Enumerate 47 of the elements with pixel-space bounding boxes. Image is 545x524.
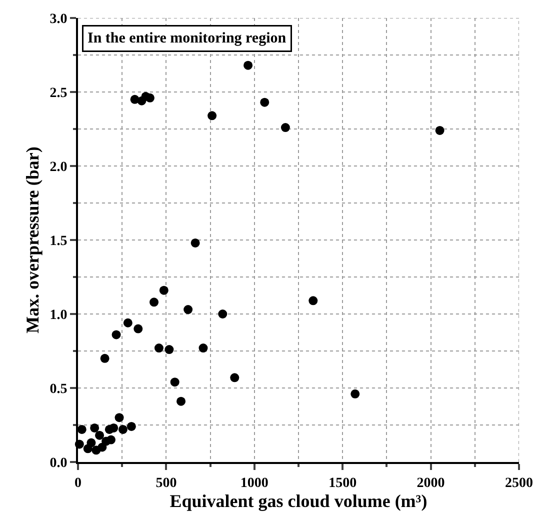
point (244, 60, 253, 70)
y-tick-label: 0.5 (50, 382, 68, 397)
point (112, 330, 121, 340)
point (230, 373, 240, 382)
point (134, 324, 143, 334)
y-tick-label: 2.0 (50, 160, 68, 175)
point (154, 344, 164, 353)
point (176, 396, 186, 406)
point (114, 413, 124, 422)
point (100, 354, 110, 363)
x-tick-label: 2000 (416, 476, 445, 491)
point (435, 126, 444, 135)
point (164, 345, 174, 354)
x-tick-label: 1000 (240, 476, 268, 491)
point (350, 389, 360, 398)
point (126, 422, 136, 431)
point (118, 424, 128, 434)
point (198, 344, 208, 353)
point (280, 123, 290, 132)
point (170, 378, 180, 387)
point (83, 444, 92, 454)
point (95, 430, 104, 440)
point (98, 442, 107, 452)
point (150, 298, 159, 307)
point (77, 424, 86, 434)
point (109, 423, 118, 432)
y-tick-label: 2.5 (50, 86, 68, 101)
x-tick-label: 500 (156, 476, 177, 491)
point (260, 98, 270, 107)
point (90, 423, 100, 432)
y-tick-label: 0.0 (50, 456, 68, 471)
y-tick-label: 1.5 (50, 234, 68, 249)
point (184, 305, 193, 314)
x-axis-title: Equivalent gas cloud volume (m³) (170, 490, 428, 511)
y-axis-title: Max. overpressure (bar) (22, 146, 42, 334)
point (190, 238, 200, 248)
x-tick-label: 1500 (328, 476, 357, 491)
point (308, 296, 318, 306)
y-tick-label: 3.0 (50, 12, 68, 27)
point (218, 310, 228, 318)
annotation: In the entire monitoring region (88, 30, 287, 46)
point (159, 286, 168, 295)
x-tick-label: 0 (74, 476, 82, 491)
point (208, 111, 217, 120)
x-tick-label: 2500 (505, 476, 533, 491)
y-tick-label: 1.0 (50, 308, 68, 323)
point (123, 318, 132, 328)
